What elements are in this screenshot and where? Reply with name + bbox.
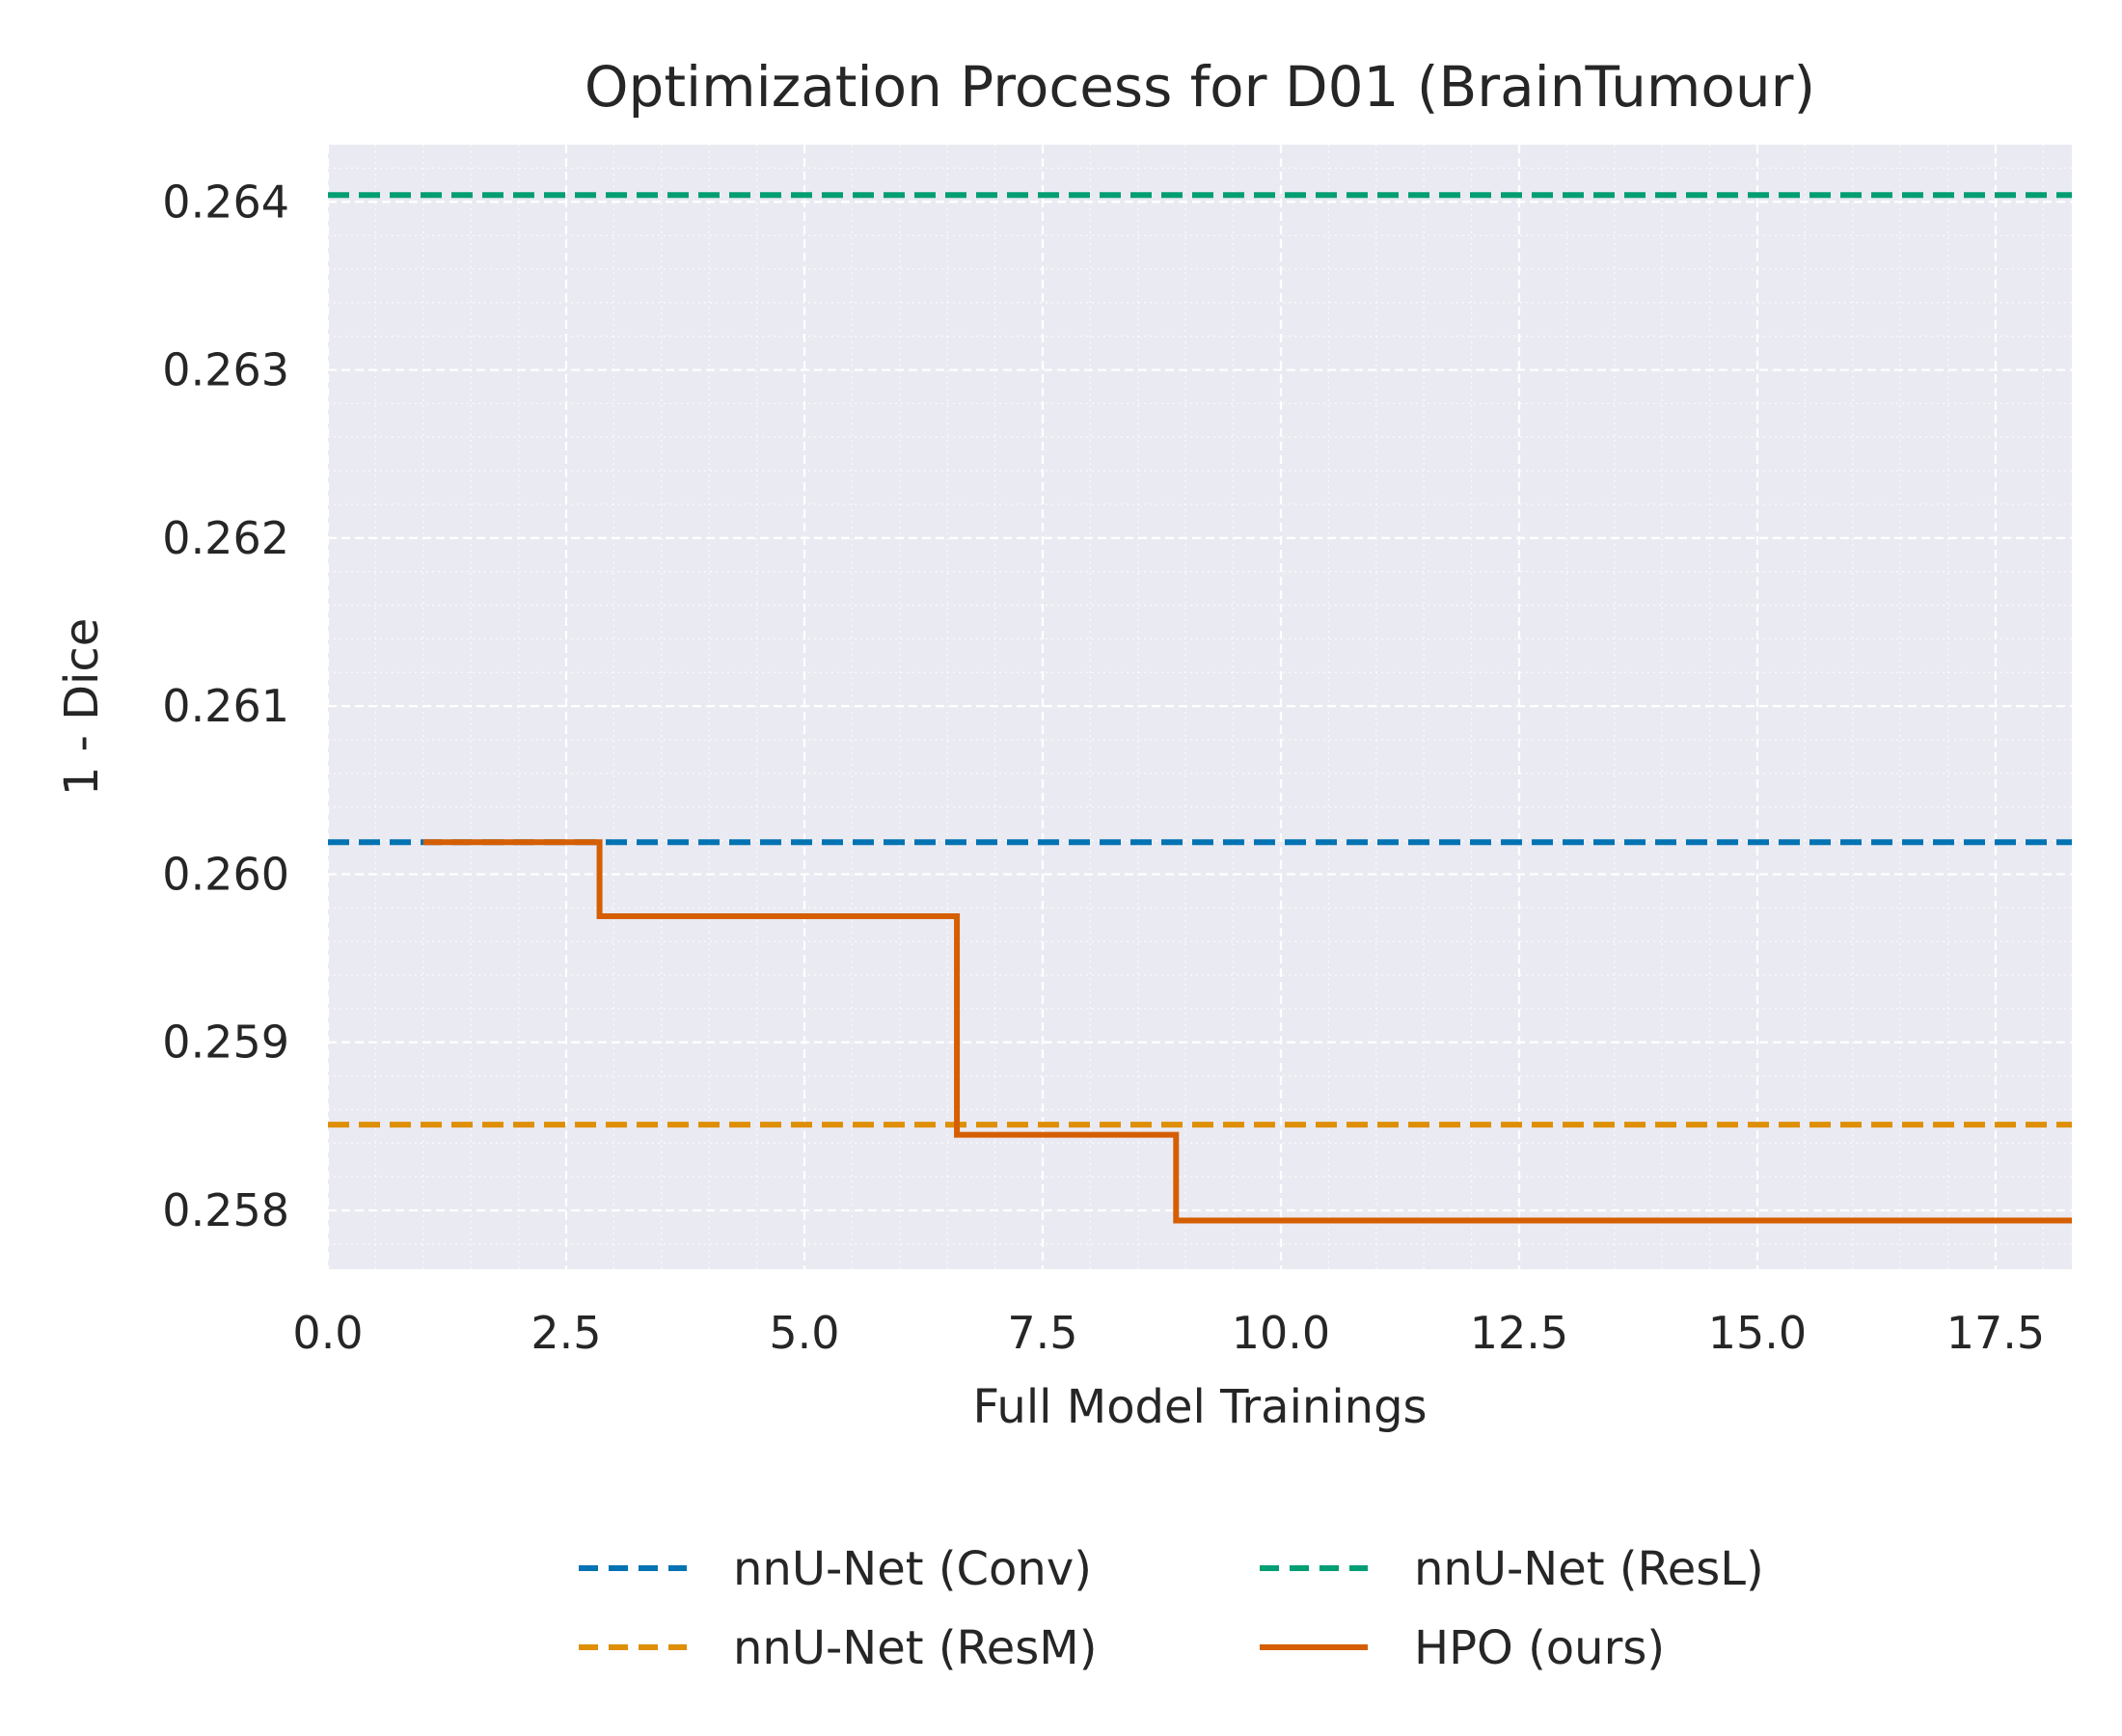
y-tick-label: 0.261 xyxy=(162,680,289,732)
chart-title: Optimization Process for D01 (BrainTumou… xyxy=(585,54,1815,120)
x-tick-label: 17.5 xyxy=(1946,1307,2045,1359)
y-tick-label: 0.263 xyxy=(162,344,289,396)
x-tick-label: 7.5 xyxy=(1007,1307,1077,1359)
legend-label: nnU-Net (Conv) xyxy=(733,1542,1092,1596)
x-tick-label: 12.5 xyxy=(1470,1307,1568,1359)
legend: nnU-Net (Conv) nnU-Net (ResL) nnU-Net (Res… xyxy=(579,1542,1764,1675)
y-tick-label: 0.260 xyxy=(162,848,289,900)
series-line xyxy=(422,839,2072,1224)
series-layer xyxy=(328,192,2072,1224)
legend-label: nnU-Net (ResM) xyxy=(733,1621,1097,1675)
y-tick-label: 0.259 xyxy=(162,1017,289,1069)
y-tick-label: 0.262 xyxy=(162,512,289,564)
x-tick-label: 0.0 xyxy=(292,1307,363,1359)
y-tick-labels: 0.258 0.259 0.260 0.261 0.262 0.263 0.264 xyxy=(162,176,289,1236)
x-tick-label: 10.0 xyxy=(1232,1307,1330,1359)
y-tick-label: 0.264 xyxy=(162,176,289,228)
x-tick-label: 2.5 xyxy=(530,1307,601,1359)
y-axis-label: 1 - Dice xyxy=(55,618,109,797)
major-grid xyxy=(326,145,2072,1269)
legend-label: HPO (ours) xyxy=(1414,1621,1665,1675)
x-tick-label: 15.0 xyxy=(1708,1307,1807,1359)
y-tick-label: 0.258 xyxy=(162,1184,289,1236)
legend-label: nnU-Net (ResL) xyxy=(1414,1542,1764,1596)
x-tick-label: 5.0 xyxy=(769,1307,839,1359)
x-tick-labels: 0.0 2.5 5.0 7.5 10.0 12.5 15.0 17.5 xyxy=(292,1307,2045,1359)
x-axis-label: Full Model Trainings xyxy=(972,1380,1427,1434)
